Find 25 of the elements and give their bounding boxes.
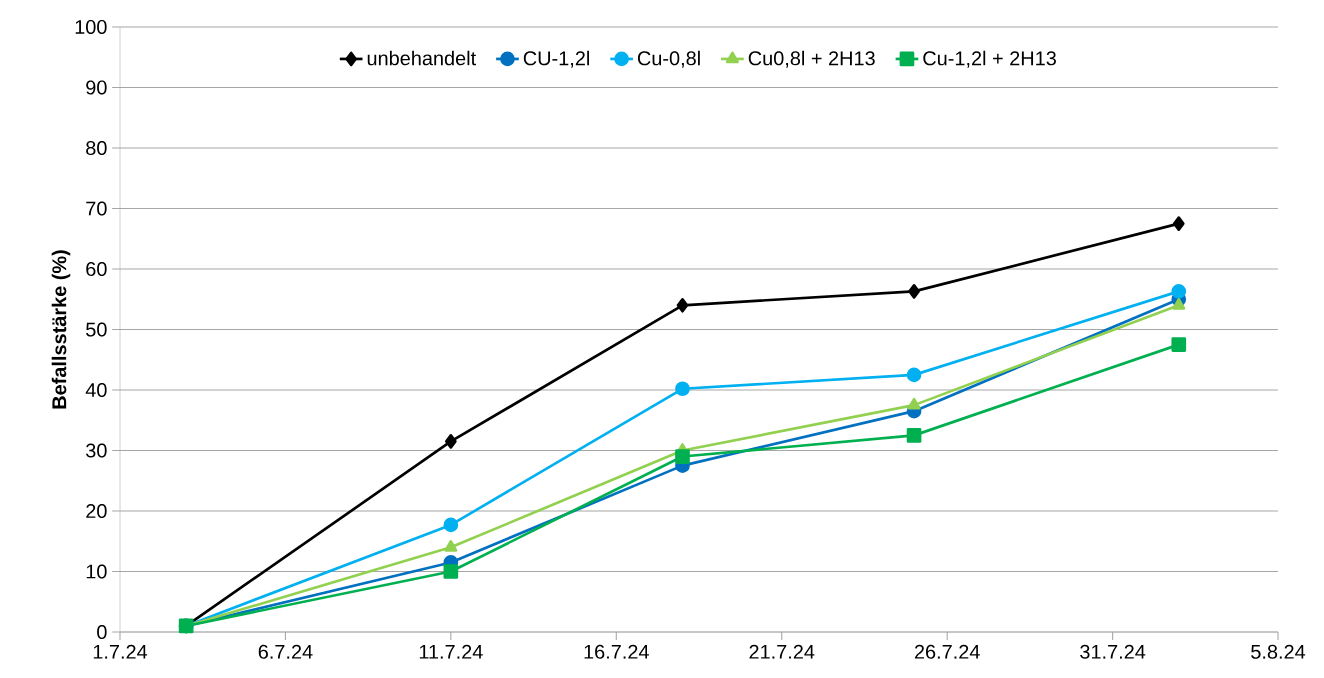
y-tick-label: 10	[86, 564, 107, 579]
y-tick-label: 50	[86, 322, 107, 337]
legend-label: Cu0,8l + 2H13	[748, 50, 875, 68]
y-tick-label: 20	[86, 503, 107, 519]
x-tick-label: 16.7.24	[584, 644, 649, 659]
y-tick-label: 0	[97, 624, 107, 640]
x-tick-label: 31.7.24	[1080, 644, 1146, 659]
x-tick-label: 5.8.24	[1251, 644, 1306, 659]
legend-label: Cu-0,8l	[637, 50, 700, 68]
y-tick-label: 40	[85, 382, 107, 398]
x-tick-label: 21.7.24	[749, 644, 815, 659]
y-tick-label: 70	[86, 201, 107, 216]
y-axis-title: Befallsstärke (%)	[51, 250, 71, 409]
legend-label: CU-1,2l	[523, 50, 589, 68]
y-tick-label: 90	[86, 80, 107, 95]
y-tick-label: 80	[86, 140, 107, 156]
legend-label: unbehandelt	[367, 50, 477, 66]
y-tick-label: 30	[86, 443, 107, 458]
x-tick-label: 1.7.24	[93, 644, 148, 659]
y-tick-label: 100	[75, 19, 107, 35]
x-tick-label: 6.7.24	[258, 644, 313, 659]
y-tick-label: 60	[86, 261, 107, 277]
legend-label: Cu-1,2l + 2H13	[923, 50, 1056, 68]
x-tick-label: 11.7.24	[419, 644, 483, 659]
x-tick-label: 26.7.24	[914, 644, 980, 659]
